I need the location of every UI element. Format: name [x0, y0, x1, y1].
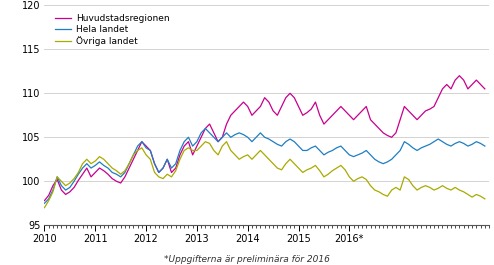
Hela landet — [478, 142, 484, 145]
Övriga landet — [478, 195, 484, 198]
Huvudstadsregionen — [41, 199, 47, 202]
Hela landet — [41, 202, 47, 205]
Huvudstadsregionen — [456, 74, 462, 77]
Övriga landet — [101, 158, 107, 161]
Övriga landet — [236, 158, 242, 161]
Line: Hela landet: Hela landet — [44, 129, 485, 203]
Huvudstadsregionen — [482, 87, 488, 90]
Text: *Uppgifterna är preliminära för 2016: *Uppgifterna är preliminära för 2016 — [164, 255, 330, 264]
Huvudstadsregionen — [232, 109, 238, 112]
Hela landet — [101, 164, 107, 167]
Hela landet — [46, 197, 52, 200]
Övriga landet — [41, 206, 47, 209]
Huvudstadsregionen — [359, 109, 365, 112]
Huvudstadsregionen — [478, 83, 484, 86]
Line: Övriga landet: Övriga landet — [44, 142, 485, 208]
Övriga landet — [203, 140, 208, 143]
Hela landet — [203, 127, 208, 130]
Huvudstadsregionen — [101, 169, 107, 172]
Hela landet — [482, 144, 488, 148]
Huvudstadsregionen — [46, 194, 52, 197]
Övriga landet — [482, 197, 488, 200]
Line: Huvudstadsregionen: Huvudstadsregionen — [44, 76, 485, 201]
Hela landet — [363, 149, 369, 152]
Övriga landet — [46, 199, 52, 202]
Hela landet — [236, 131, 242, 134]
Övriga landet — [363, 178, 369, 181]
Övriga landet — [368, 184, 373, 187]
Legend: Huvudstadsregionen, Hela landet, Övriga landet: Huvudstadsregionen, Hela landet, Övriga … — [53, 12, 171, 48]
Huvudstadsregionen — [363, 105, 369, 108]
Hela landet — [368, 153, 373, 156]
